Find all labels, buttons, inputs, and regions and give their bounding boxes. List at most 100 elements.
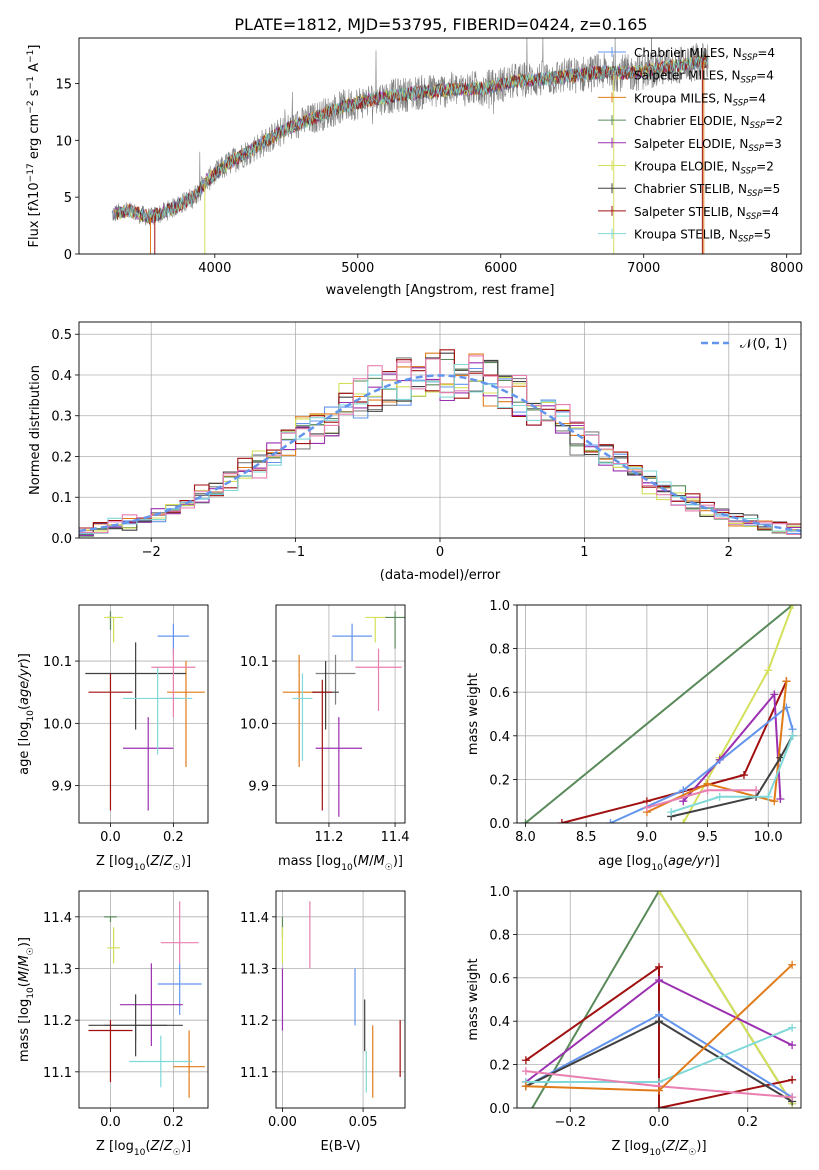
model-line-5 — [114, 56, 708, 224]
x-tick-label: 0.2 — [737, 1115, 758, 1130]
x-tick-label: 0.2 — [163, 1115, 184, 1130]
panel-mass_weight_vs_age: 8.0 8.5 9.0 9.5 10.0 0.0 0.2 0.4 0.6 0.8 1.0 age [l… — [466, 599, 802, 873]
weight-series-4 — [679, 690, 785, 806]
axes-frame — [516, 890, 802, 1109]
x-tick-label: 7000 — [627, 261, 660, 276]
y-axis-label: mass weight — [466, 673, 481, 755]
x-tick-label: 0.2 — [163, 830, 184, 845]
model-line-6 — [115, 55, 708, 223]
y-tick-label: 0.2 — [51, 450, 72, 465]
x-axis-label: Z [log10(Z/Z☉)] — [96, 854, 191, 873]
x-tick-label: −1 — [286, 545, 305, 560]
y-tick-label: 0.0 — [51, 532, 72, 547]
y-tick-label: 0.8 — [489, 928, 510, 943]
y-tick-label: 15 — [55, 77, 72, 92]
model-line-3 — [113, 54, 709, 224]
plot-area-mass_weight_vs_age — [521, 605, 797, 823]
plot-area-age_vs_Z — [85, 611, 205, 811]
legend-label-n: =4 — [761, 205, 779, 219]
legend-label-sub: SSP — [741, 167, 757, 177]
weight-marker — [667, 808, 676, 817]
x-tick-label: 11.4 — [381, 830, 410, 845]
data-point-4 — [107, 611, 114, 630]
y-tick-label: 0.1 — [51, 491, 72, 506]
x-tick-label: 5000 — [341, 261, 374, 276]
legend-label-5: Salpeter ELODIE, NSSP=3 — [634, 137, 782, 154]
data-point-6 — [107, 927, 120, 964]
legend-label-2: Salpeter MILES, NSSP=4 — [634, 69, 774, 86]
x-tick-label: 9.0 — [637, 830, 658, 845]
legend-label-sub: SSP — [746, 212, 762, 222]
weight-marker — [557, 819, 566, 823]
legend-label-n: =3 — [764, 137, 782, 151]
y-tick-label: 1.0 — [489, 885, 510, 900]
weight-series-1 — [521, 605, 797, 823]
x-axis-label: age [log10(age/yr)] — [598, 854, 720, 873]
y-axis-label: mass weight — [466, 958, 481, 1040]
data-point-9 — [129, 1035, 193, 1088]
x-tick-label: 11.2 — [314, 830, 343, 845]
legend-label-8: Salpeter STELIB, NSSP=4 — [634, 205, 779, 222]
weight-line — [682, 605, 794, 823]
weight-marker — [522, 1115, 530, 1123]
y-tick-label: 0.3 — [51, 410, 72, 425]
x-tick-label: 8000 — [770, 261, 803, 276]
weight-line — [525, 965, 793, 1108]
y-tick-label: 10.0 — [43, 717, 72, 732]
x-tick-label: 8.5 — [576, 830, 597, 845]
data-point-4 — [104, 916, 117, 922]
y-tick-label: 0.4 — [51, 369, 72, 384]
y-tick-label: 0.0 — [489, 817, 510, 832]
data-point-6 — [104, 616, 124, 643]
y-tick-label: 11.1 — [240, 1066, 269, 1081]
weight-marker — [655, 891, 663, 895]
legend-label-text: Chabrier MILES, N — [634, 46, 742, 60]
legend-label-sub: SSP — [738, 235, 754, 245]
panel-mass_weight_vs_Z: −0.2 0.0 0.2 0.0 0.2 0.4 0.6 0.8 1.0 Z [log10(Z/Z… — [466, 885, 802, 1158]
x-tick-label: 0.05 — [349, 1115, 378, 1130]
x-tick-label: −0.2 — [554, 1115, 586, 1130]
legend-label-text: Chabrier STELIB, N — [634, 182, 747, 196]
x-axis-label: E(B-V) — [320, 1139, 360, 1154]
axes-frame — [78, 604, 209, 824]
legend-label-sub: SSP — [742, 53, 758, 63]
data-point-8 — [312, 679, 333, 811]
x-axis-label: wavelength [Angstrom, rest frame] — [326, 283, 555, 298]
plot-area-spectrum — [111, 38, 709, 254]
y-tick-label: 10 — [55, 134, 72, 149]
model-line-9 — [117, 55, 709, 223]
weight-marker — [521, 1067, 530, 1076]
plot-area-mass_vs_ebv — [281, 901, 401, 1098]
x-tick-label: 0.0 — [100, 830, 121, 845]
y-tick-label: 0 — [64, 248, 72, 263]
data-point-3 — [282, 654, 316, 767]
data-point-3 — [167, 661, 205, 767]
weight-marker — [764, 792, 773, 801]
weight-line — [610, 705, 794, 823]
x-axis-label: Z [log10(Z/Z☉)] — [611, 1139, 706, 1158]
data-point-7 — [85, 642, 186, 730]
y-tick-label: 9.9 — [51, 780, 72, 795]
y-tick-label: 0.6 — [489, 972, 510, 987]
x-tick-label: 2 — [725, 545, 733, 560]
panel-mass_vs_Z: 0.0 0.2 11.1 11.2 11.3 11.4 Z [log10(Z/Z☉)] mas… — [17, 890, 209, 1158]
data-point-10 — [160, 901, 199, 964]
legend-label-n: =5 — [754, 228, 772, 242]
legend-label-normal: 𝒩(0, 1) — [740, 337, 787, 352]
x-tick-label: 0 — [436, 545, 444, 560]
legend-label-n: =4 — [757, 46, 775, 60]
y-tick-label: 0.4 — [489, 1015, 510, 1030]
weight-marker — [782, 677, 791, 686]
panel-age_vs_Z: 0.0 0.2 9.9 10.0 10.1 Z [log10(Z/Z☉)] age [log… — [17, 604, 209, 873]
data-point-8 — [88, 1020, 133, 1083]
normal-reference-curve — [79, 374, 801, 533]
axes-frame — [78, 890, 209, 1109]
data-point-10 — [151, 648, 196, 718]
data-point-8 — [88, 673, 133, 811]
legend-label-text: Salpeter STELIB, N — [634, 205, 746, 219]
weight-marker — [788, 1075, 797, 1084]
weight-marker — [521, 1082, 530, 1091]
x-tick-label: −2 — [142, 545, 161, 560]
x-tick-label: 0.0 — [649, 1115, 670, 1130]
